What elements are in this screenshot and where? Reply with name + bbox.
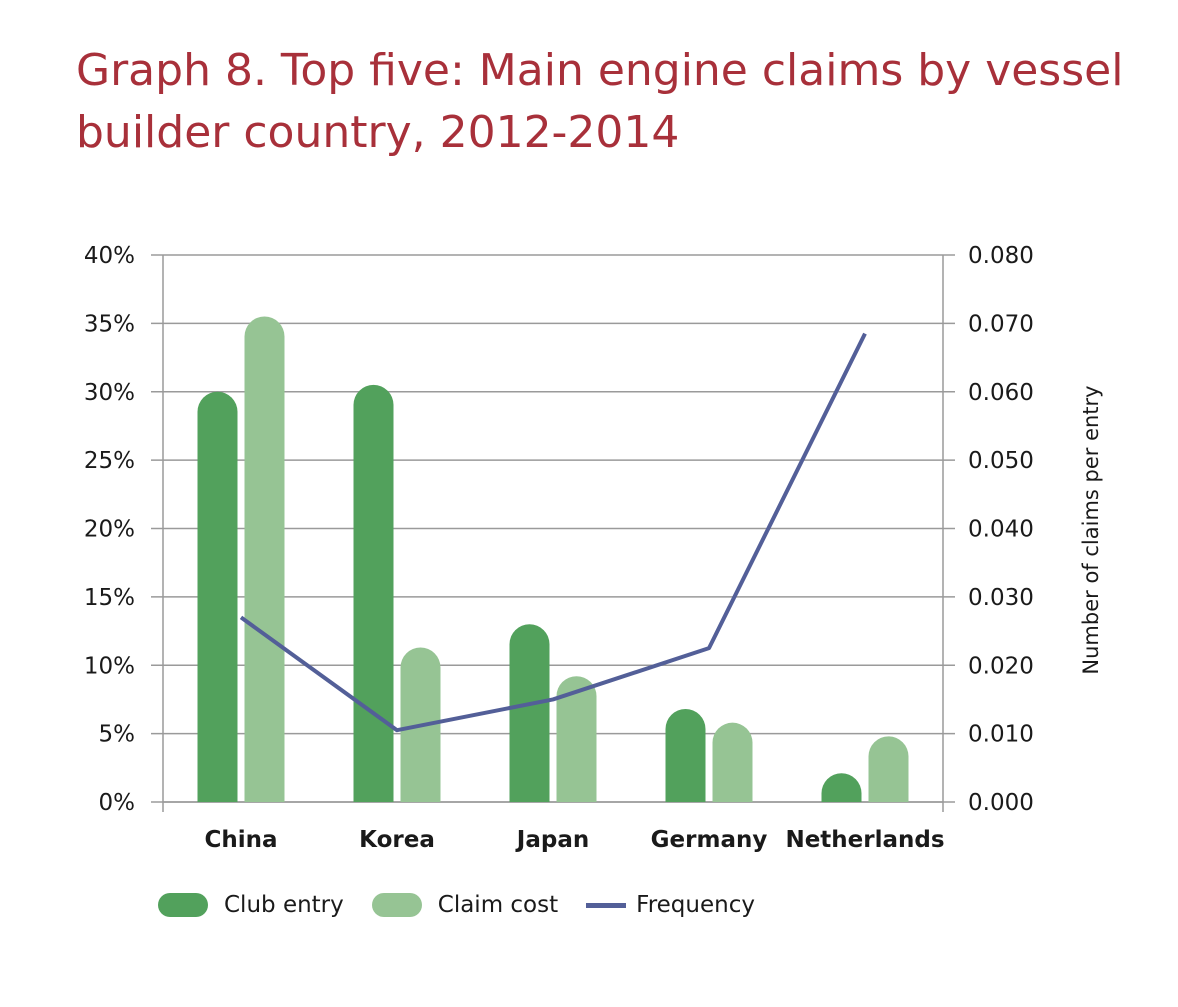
axes	[151, 254, 955, 812]
bar-club-entry	[665, 709, 706, 802]
left-tick-label: 0%	[99, 790, 136, 816]
legend-club-entry: Club entry	[158, 892, 344, 918]
legend-club-entry-label: Club entry	[224, 892, 344, 918]
left-tick-label: 10%	[84, 653, 135, 679]
bar-claim-cost	[244, 316, 285, 802]
left-tick-label: 20%	[84, 517, 135, 543]
bar-club-entry	[509, 624, 550, 802]
legend-claim-cost-swatch	[371, 893, 422, 917]
right-tick-label: 0.050	[968, 448, 1034, 474]
right-tick-label: 0.010	[968, 722, 1034, 748]
category-label: Japan	[515, 827, 589, 853]
bars	[197, 316, 909, 802]
bar-club-entry	[197, 391, 238, 802]
left-tick-label: 15%	[84, 585, 135, 611]
right-axis-title: Number of claims per entry	[1079, 385, 1103, 674]
right-tick-label: 0.020	[968, 653, 1034, 679]
left-tick-label: 35%	[84, 311, 135, 337]
bar-club-entry	[353, 384, 394, 802]
right-tick-label: 0.040	[968, 517, 1034, 543]
left-tick-label: 40%	[84, 243, 135, 269]
bar-claim-cost	[712, 722, 753, 802]
legend: Club entry Claim cost Frequency	[158, 888, 783, 922]
category-label: China	[204, 827, 277, 853]
legend-claim-cost: Claim cost	[371, 892, 559, 918]
left-tick-label: 30%	[84, 380, 135, 406]
right-tick-label: 0.000	[968, 790, 1034, 816]
right-tick-label: 0.030	[968, 585, 1034, 611]
bar-club-entry	[821, 773, 862, 802]
left-axis-ticks: 0% 5% 10% 15% 20% 25% 30% 35% 40%	[84, 243, 135, 816]
legend-frequency-label: Frequency	[636, 892, 755, 918]
right-tick-label: 0.060	[968, 380, 1034, 406]
left-tick-label: 5%	[99, 722, 136, 748]
category-label: Germany	[651, 827, 768, 853]
left-tick-label: 25%	[84, 448, 135, 474]
right-axis-ticks: 0.000 0.010 0.020 0.030 0.040 0.050 0.060 0.070…	[968, 243, 1034, 816]
right-tick-label: 0.080	[968, 243, 1034, 269]
legend-frequency-swatch	[586, 902, 627, 908]
category-labels: China Korea Japan Germany Netherlands	[204, 827, 944, 853]
frequency-line	[239, 332, 867, 733]
legend-club-entry-swatch	[158, 893, 208, 917]
chart-title: Graph 8. Top five: Main engine claims by…	[76, 45, 1124, 158]
category-label: Netherlands	[785, 827, 944, 853]
bar-claim-cost	[556, 676, 597, 802]
legend-frequency: Frequency	[586, 892, 755, 918]
right-tick-label: 0.070	[968, 311, 1034, 337]
grid-lines	[163, 254, 943, 803]
legend-claim-cost-label: Claim cost	[437, 892, 559, 918]
category-label: Korea	[359, 827, 435, 853]
frequency-line-group	[239, 332, 867, 733]
bar-claim-cost	[868, 736, 909, 802]
